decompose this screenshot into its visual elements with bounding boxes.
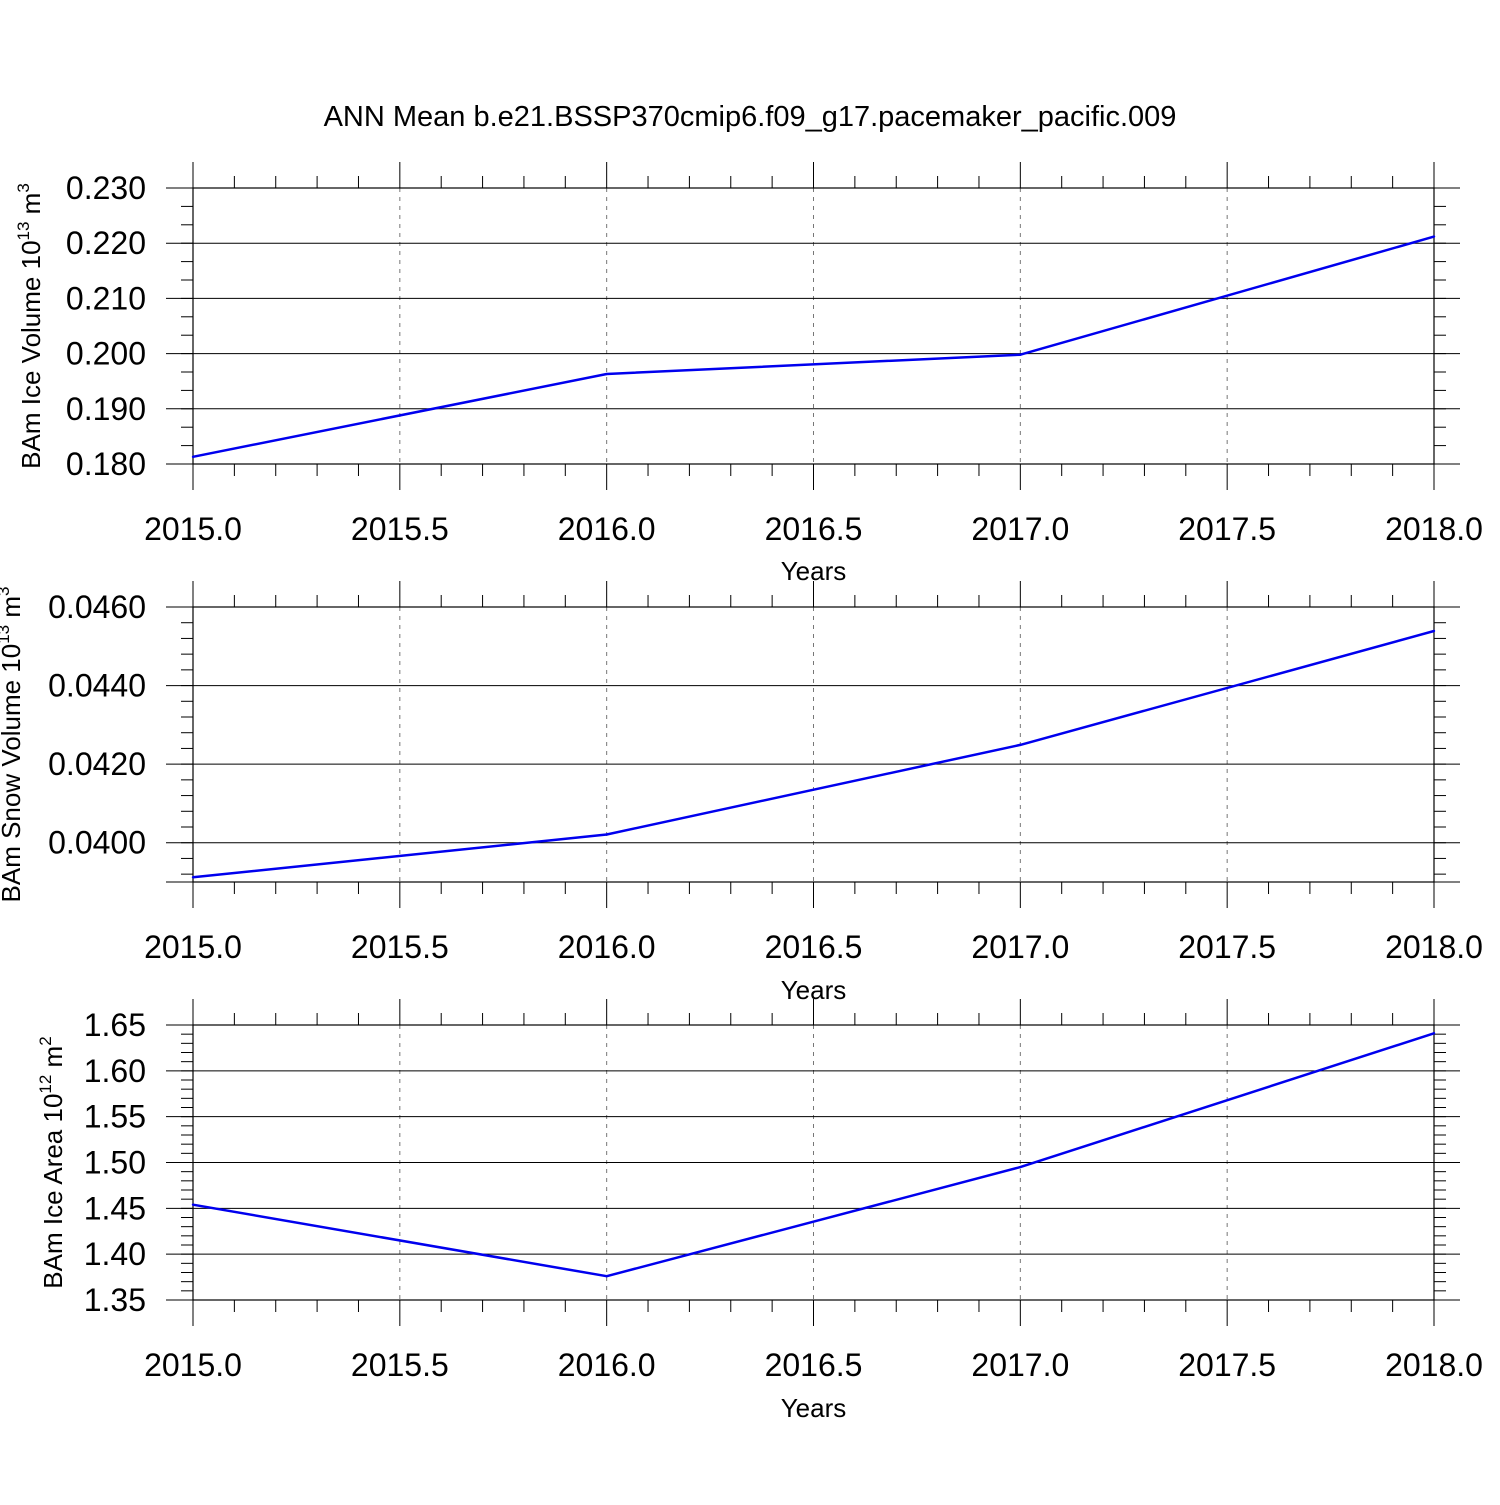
y-tick-label: 1.45 [84, 1190, 146, 1226]
data-point [191, 1203, 195, 1206]
x-tick-label: 2016.0 [558, 1347, 656, 1383]
y-tick-label: 0.0460 [48, 589, 146, 625]
y-axis-title-text: m [0, 596, 26, 625]
y-tick-label: 0.0420 [48, 746, 146, 782]
y-axis-title-superscript: 13 [14, 222, 33, 241]
x-tick-label: 2017.0 [971, 511, 1069, 547]
data-point [1432, 235, 1436, 238]
y-tick-label: 1.50 [84, 1145, 146, 1181]
y-tick-label: 0.200 [66, 336, 146, 372]
y-axis-title-text: BAm Ice Area 10 [38, 1094, 68, 1289]
data-point [605, 833, 608, 836]
y-axis-title-superscript: 2 [36, 1036, 55, 1045]
y-axis-title: BAm Ice Volume 1013 m3 [14, 183, 46, 469]
x-tick-label: 2017.5 [1178, 511, 1276, 547]
x-tick-label: 2015.0 [144, 1347, 242, 1383]
data-point [191, 455, 195, 459]
y-tick-label: 0.180 [66, 446, 146, 482]
y-tick-label: 1.40 [84, 1236, 146, 1272]
x-tick-label: 2015.5 [351, 1347, 449, 1383]
figure-title: ANN Mean b.e21.BSSP370cmip6.f09_g17.pace… [324, 101, 1177, 133]
y-tick-label: 1.60 [84, 1053, 146, 1089]
y-axis-title-superscript: 3 [0, 587, 13, 596]
y-axis-title-superscript: 13 [0, 625, 13, 644]
panel-1: 2015.0 2015.5 2016.0 2016.5 2017.0 2017.5 2018… [14, 162, 1483, 586]
y-tick-label: 1.65 [84, 1007, 146, 1043]
series-line [192, 235, 1435, 459]
y-tick-label: 0.190 [66, 391, 146, 427]
data-point [1019, 1165, 1022, 1169]
y-axis-title-text: BAm Ice Volume 10 [16, 240, 46, 468]
y-axis-title: BAm Ice Area 1012 m2 [36, 1036, 68, 1288]
series-line [192, 1032, 1435, 1278]
x-tick-label: 2015.5 [351, 929, 449, 965]
y-axis-title-superscript: 3 [14, 183, 33, 192]
y-tick-label: 1.35 [84, 1282, 146, 1318]
x-tick-label: 2018.0 [1385, 1347, 1483, 1383]
x-tick-label: 2016.0 [558, 929, 656, 965]
y-tick-label: 0.230 [66, 170, 146, 206]
x-tick-label: 2018.0 [1385, 511, 1483, 547]
y-axis-title-superscript: 12 [36, 1075, 55, 1094]
x-tick-label: 2016.5 [765, 1347, 863, 1383]
x-tick-label: 2017.5 [1178, 1347, 1276, 1383]
y-axis-title-text: m [38, 1046, 68, 1075]
series-line [192, 629, 1435, 879]
data-point [191, 876, 195, 879]
panel-2: 2015.0 2015.5 2016.0 2016.5 2017.0 2017.5 2018… [0, 581, 1483, 1005]
data-point [605, 1274, 608, 1278]
y-tick-label: 0.0400 [48, 825, 146, 861]
y-tick-label: 0.0440 [48, 668, 146, 704]
x-tick-label: 2015.5 [351, 511, 449, 547]
panel-3: 2015.0 2015.5 2016.0 2016.5 2017.0 2017.5 2018… [36, 999, 1483, 1423]
y-axis-title: BAm Snow Volume 1013 m3 [0, 587, 26, 903]
x-tick-label: 2017.0 [971, 1347, 1069, 1383]
data-point [1432, 629, 1436, 633]
data-point [1019, 353, 1022, 356]
y-axis-title-text: m [16, 193, 46, 222]
x-tick-label: 2015.0 [144, 929, 242, 965]
x-tick-label: 2018.0 [1385, 929, 1483, 965]
x-tick-label: 2016.5 [765, 929, 863, 965]
x-tick-label: 2016.5 [765, 511, 863, 547]
x-tick-label: 2016.0 [558, 511, 656, 547]
y-tick-label: 0.210 [66, 280, 146, 316]
y-axis-title-text: BAm Snow Volume 10 [0, 644, 26, 903]
y-tick-label: 0.220 [66, 225, 146, 261]
x-tick-label: 2017.5 [1178, 929, 1276, 965]
y-tick-label: 1.55 [84, 1099, 146, 1135]
data-point [1019, 743, 1022, 747]
x-axis-title: Years [781, 1393, 847, 1423]
data-point [605, 372, 608, 376]
x-tick-label: 2015.0 [144, 511, 242, 547]
data-point [1432, 1032, 1436, 1035]
x-tick-label: 2017.0 [971, 929, 1069, 965]
